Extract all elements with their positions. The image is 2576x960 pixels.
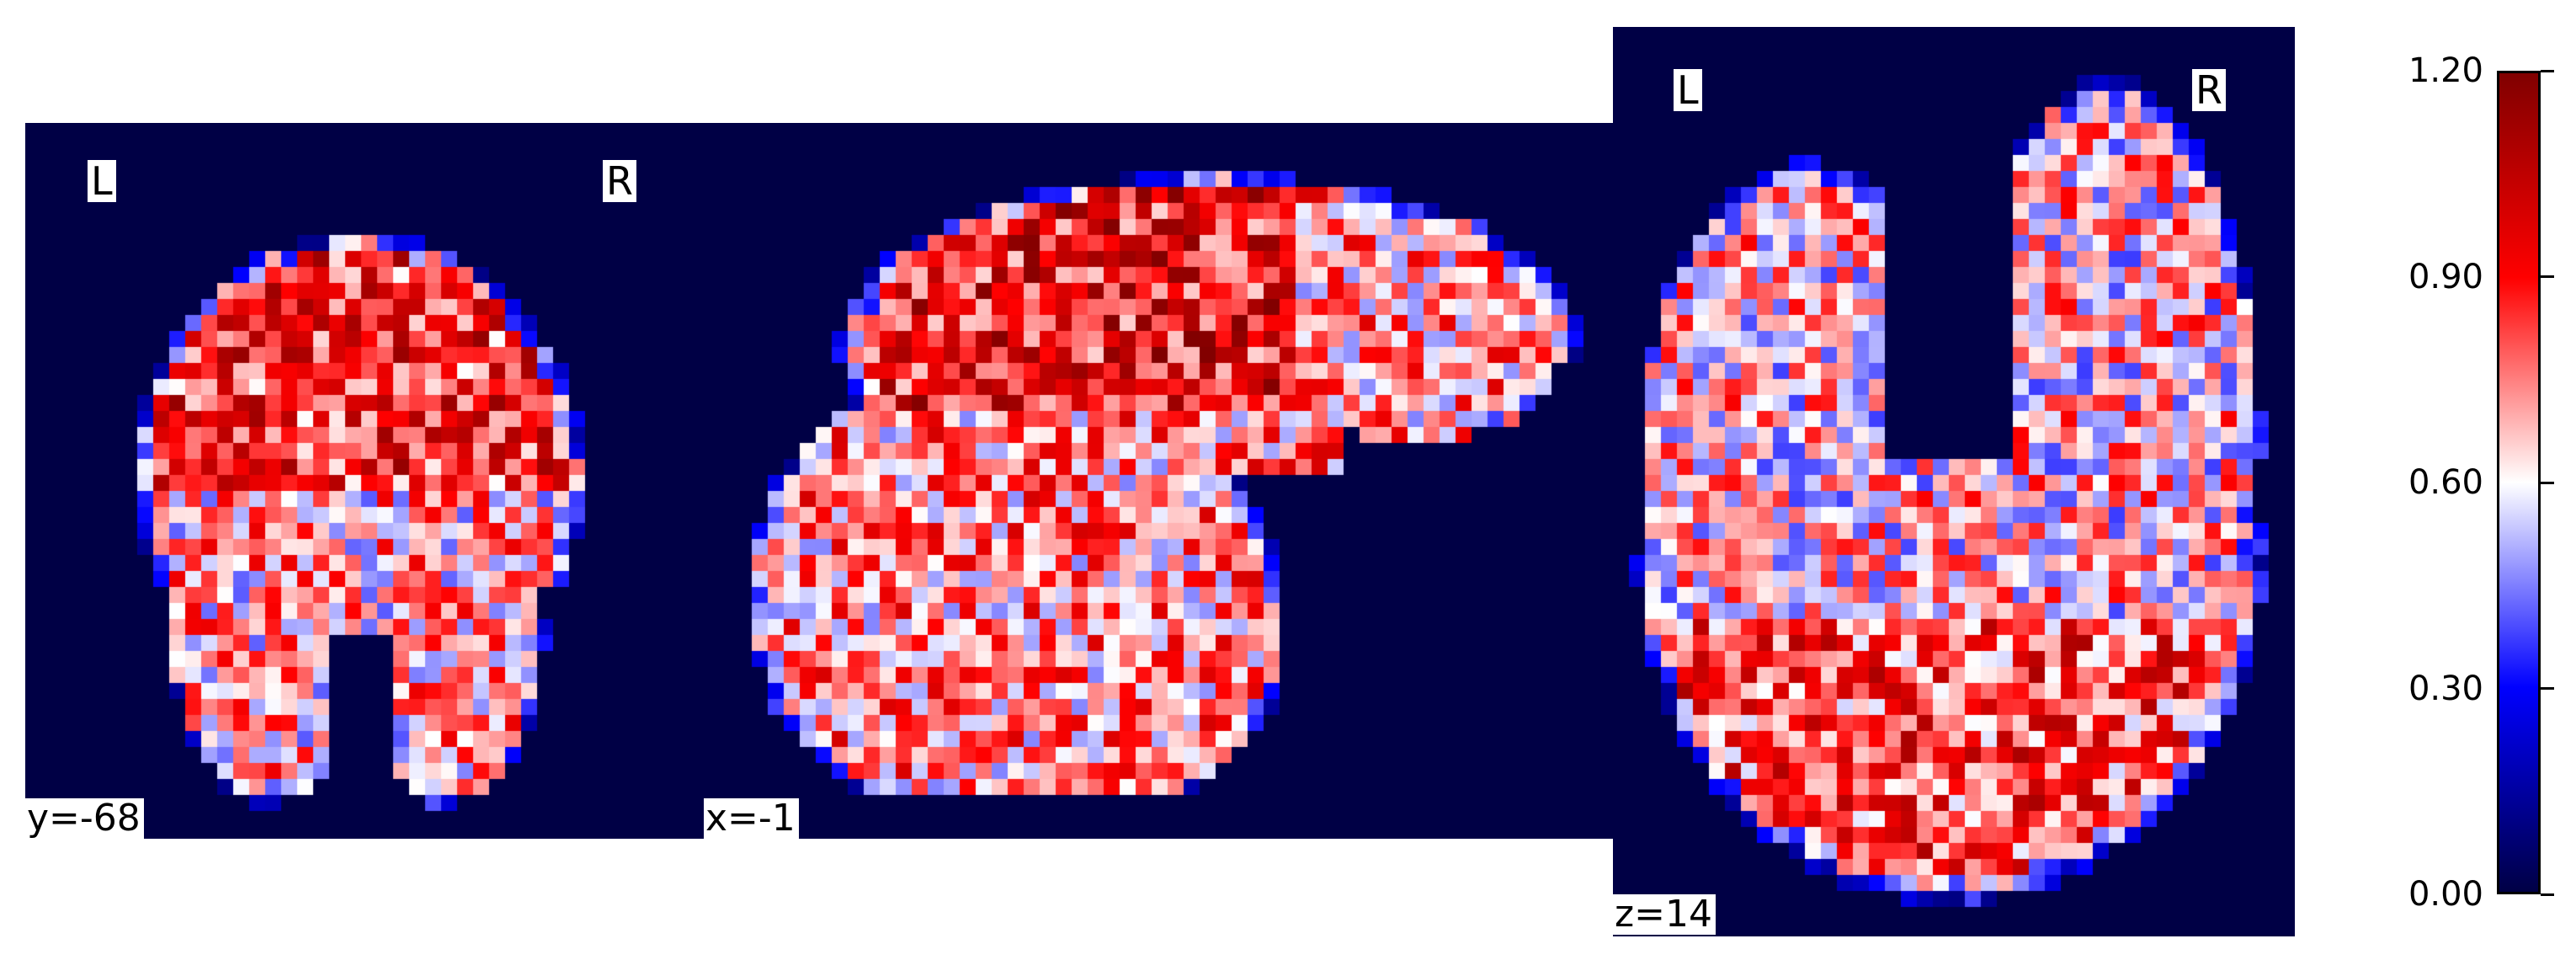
axial-slice-panel: L R [1613, 27, 2295, 936]
sagittal-slice-panel [704, 123, 1613, 839]
colorbar-tick-label: 0.90 [2399, 260, 2483, 294]
colorbar-tick-label: 0.00 [2399, 877, 2483, 911]
left-orientation-label: L [88, 160, 116, 202]
colorbar-tick-mark [2541, 275, 2554, 278]
right-orientation-label: R [603, 160, 636, 202]
left-orientation-label: L [1674, 69, 1702, 111]
coronal-slice-image [25, 123, 704, 839]
axial-slice-image [1613, 27, 2295, 936]
colorbar-tick-mark [2541, 893, 2554, 896]
colorbar-tick-label: 0.60 [2399, 466, 2483, 499]
colorbar-tick-mark [2541, 687, 2554, 690]
coronal-slice-panel: L R [25, 123, 704, 839]
sagittal-slice-image [704, 123, 1613, 839]
coronal-coordinate-label: y=-68 [25, 798, 144, 839]
axial-coordinate-label: z=14 [1613, 894, 1716, 935]
colorbar-tick-label: 1.20 [2399, 54, 2483, 88]
colorbar [2497, 71, 2541, 894]
right-orientation-label: R [2192, 69, 2226, 111]
colorbar-tick-mark [2541, 70, 2554, 72]
sagittal-coordinate-label: x=-1 [704, 798, 799, 839]
colorbar-tick-mark [2541, 482, 2554, 484]
colorbar-tick-label: 0.30 [2399, 672, 2483, 706]
